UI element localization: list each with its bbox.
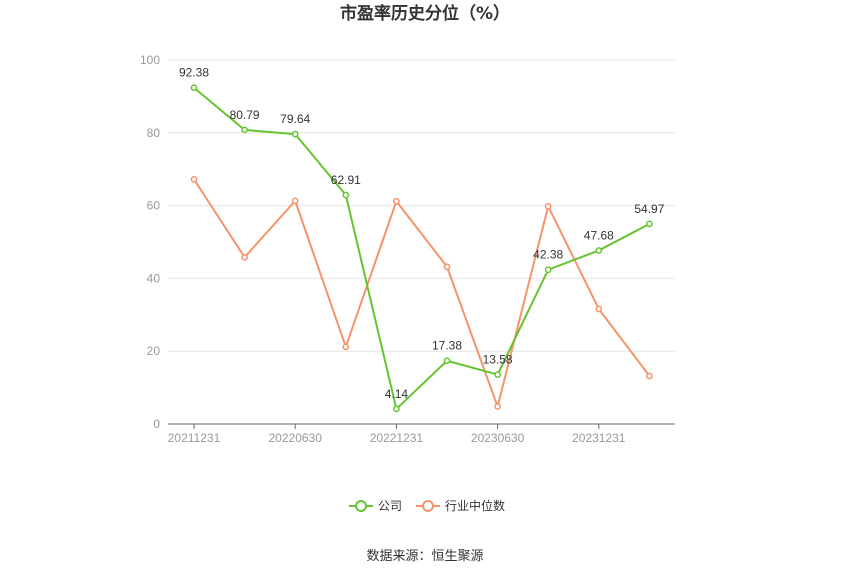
series-line-1 — [193, 178, 651, 408]
company-data-label: 4.14 — [385, 387, 409, 401]
series-1-point[interactable] — [595, 305, 603, 313]
company-data-label: 13.58 — [483, 353, 513, 367]
series-line-0 — [193, 86, 650, 410]
series-1-point[interactable] — [544, 202, 552, 210]
company-data-label: 47.68 — [584, 228, 614, 242]
y-tick-label: 0 — [153, 417, 160, 431]
legend-item-0[interactable]: 公司 — [349, 499, 402, 513]
series-1-point[interactable] — [393, 197, 400, 205]
chart-title: 市盈率历史分位（%） — [340, 3, 510, 24]
axes: 0 20 40 60 80 100 20211231 20220630 20221231 2023… — [140, 53, 675, 445]
y-tick-label: 80 — [147, 126, 161, 140]
legend-marker — [422, 500, 434, 512]
company-data-label: 80.79 — [230, 108, 260, 122]
legend[interactable]: 公司 行业中位数 — [349, 498, 505, 513]
series-1-point[interactable] — [342, 343, 350, 351]
legend-label: 公司 — [378, 499, 402, 513]
company-data-label: 42.38 — [533, 248, 563, 262]
series-0-point[interactable] — [595, 247, 603, 254]
y-tick-label: 20 — [147, 344, 161, 358]
series-0-point[interactable] — [494, 371, 501, 378]
series-1-point[interactable] — [291, 197, 299, 205]
y-tick-label: 40 — [147, 271, 161, 285]
series-0-point[interactable] — [443, 357, 451, 365]
company-data-label: 17.38 — [432, 339, 462, 353]
legend-marker — [355, 500, 367, 512]
series-1-point[interactable] — [241, 253, 248, 261]
x-tick-label: 20220630 — [269, 431, 323, 445]
series-0-point[interactable] — [241, 126, 248, 134]
y-tick-label: 60 — [147, 199, 161, 213]
company-data-label: 62.91 — [331, 173, 361, 187]
company-data-label: 79.64 — [280, 112, 310, 126]
series-1-point[interactable] — [443, 263, 451, 271]
series-0-point[interactable] — [190, 84, 198, 92]
x-tick-label: 20211231 — [168, 431, 221, 445]
series-1-point[interactable] — [646, 372, 653, 380]
series-0-point[interactable] — [342, 191, 350, 199]
series-lines — [190, 84, 653, 413]
grid — [168, 59, 675, 352]
x-tick-label: 20230630 — [471, 431, 525, 445]
series-0-point[interactable] — [393, 405, 400, 413]
series-1-point[interactable] — [494, 403, 501, 410]
source-note: 数据来源：恒生聚源 — [366, 549, 483, 564]
series-0-point[interactable] — [291, 130, 299, 138]
data-labels: 92.38 80.79 79.64 62.91 4.14 17.38 13.58 42.38 4… — [179, 66, 665, 401]
company-data-label: 54.97 — [634, 202, 664, 216]
series-1-point[interactable] — [190, 176, 198, 183]
series-0-point[interactable] — [544, 266, 552, 274]
legend-label: 行业中位数 — [445, 498, 505, 513]
y-tick-label: 100 — [140, 53, 160, 67]
company-data-label: 92.38 — [179, 66, 209, 80]
legend-item-1[interactable]: 行业中位数 — [416, 498, 505, 513]
series-0-point[interactable] — [646, 220, 653, 228]
x-tick-label: 20231231 — [572, 431, 626, 445]
x-tick-label: 20221231 — [370, 431, 424, 445]
